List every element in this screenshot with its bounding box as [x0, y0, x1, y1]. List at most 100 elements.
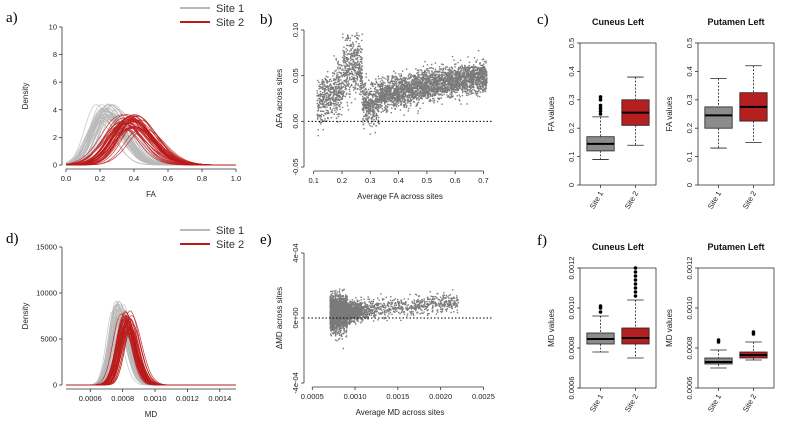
scatter-point: [429, 94, 432, 97]
scatter-point: [395, 104, 397, 106]
scatter-point: [416, 69, 419, 71]
scatter-point: [409, 87, 411, 89]
scatter-point: [459, 99, 461, 102]
scatter-point: [368, 112, 371, 114]
scatter-point: [355, 83, 357, 85]
scatter-point: [457, 70, 459, 72]
scatter-point: [339, 83, 341, 85]
scatter-point: [423, 71, 425, 74]
scatter-point: [364, 88, 367, 90]
scatter-point: [375, 91, 377, 93]
scatter-point: [376, 106, 378, 108]
scatter-point: [376, 104, 378, 106]
scatter-point: [338, 92, 341, 94]
scatter-point: [422, 92, 424, 94]
scatter-point: [463, 69, 465, 72]
scatter-point: [393, 91, 395, 94]
scatter-point: [484, 81, 486, 83]
scatter-point: [456, 91, 458, 93]
scatter-point: [408, 94, 411, 97]
scatter-point: [393, 77, 395, 79]
scatter-point: [372, 82, 374, 85]
scatter-point: [480, 83, 482, 85]
scatter-point: [384, 89, 387, 91]
scatter-point: [466, 103, 468, 105]
scatter-point: [474, 69, 477, 72]
scatter-point: [321, 87, 323, 89]
scatter-point: [432, 93, 434, 95]
scatter-point: [366, 114, 369, 116]
scatter-point: [383, 77, 385, 79]
scatter-point: [408, 100, 410, 102]
scatter-point: [317, 129, 319, 131]
scatter-point: [331, 86, 333, 88]
scatter-point: [336, 99, 338, 101]
scatter-point: [481, 76, 483, 78]
scatter-point: [360, 82, 362, 85]
scatter-point: [404, 80, 406, 82]
scatter-point: [375, 80, 377, 82]
scatter-point: [406, 100, 408, 102]
scatter-point: [360, 72, 363, 75]
scatter-point: [444, 81, 446, 83]
scatter-point: [389, 96, 391, 98]
scatter-point: [337, 94, 340, 97]
scatter-point: [353, 63, 355, 66]
x-tick-label: 0.4: [393, 176, 403, 185]
scatter-point: [413, 83, 415, 85]
scatter-point: [334, 97, 337, 99]
scatter-point: [367, 107, 370, 110]
scatter-point: [482, 75, 485, 78]
scatter-point: [472, 80, 475, 82]
scatter-point: [370, 90, 372, 92]
scatter-point: [431, 89, 433, 91]
scatter-point: [352, 52, 354, 54]
scatter-point: [347, 74, 349, 76]
scatter-point: [433, 86, 435, 88]
scatter-point: [450, 69, 452, 71]
scatter-point: [319, 83, 321, 86]
scatter-point: [466, 85, 469, 87]
scatter-point: [342, 49, 344, 52]
scatter-point: [318, 85, 320, 87]
scatter-point: [437, 298, 439, 301]
scatter-point: [353, 74, 355, 76]
scatter-point: [347, 37, 350, 40]
density-curve-site1: [66, 320, 236, 386]
scatter-point: [465, 79, 467, 81]
scatter-point: [459, 75, 462, 78]
scatter-point: [445, 84, 448, 86]
scatter-point: [460, 103, 462, 105]
density-curve-site2: [66, 322, 236, 386]
scatter-point: [440, 74, 443, 77]
scatter-point: [410, 90, 412, 92]
scatter-point: [443, 74, 445, 77]
scatter-point: [429, 86, 432, 88]
scatter-point: [404, 77, 406, 79]
scatter-point: [485, 81, 487, 83]
scatter-point: [417, 85, 419, 87]
scatter-point: [353, 77, 356, 79]
scatter-point: [477, 75, 479, 78]
scatter-point: [477, 71, 479, 73]
scatter-point: [421, 70, 423, 72]
x-tick-label: 0.0: [61, 174, 71, 183]
scatter-point: [447, 79, 449, 81]
scatter-point: [334, 78, 336, 81]
scatter-point: [398, 79, 401, 81]
scatter-point: [327, 86, 330, 88]
scatter-point: [477, 89, 480, 91]
scatter-point: [366, 101, 368, 104]
scatter-point: [413, 84, 415, 86]
scatter-point: [399, 98, 402, 100]
scatter-point: [396, 89, 398, 91]
scatter-point: [391, 97, 393, 99]
scatter-point: [370, 99, 372, 102]
scatter-point: [461, 82, 463, 84]
scatter-point: [318, 81, 320, 83]
scatter-point: [366, 106, 368, 109]
scatter-point: [431, 85, 433, 87]
scatter-point: [343, 51, 345, 53]
scatter-point: [335, 104, 337, 107]
y-tick-label: 10: [49, 23, 57, 32]
